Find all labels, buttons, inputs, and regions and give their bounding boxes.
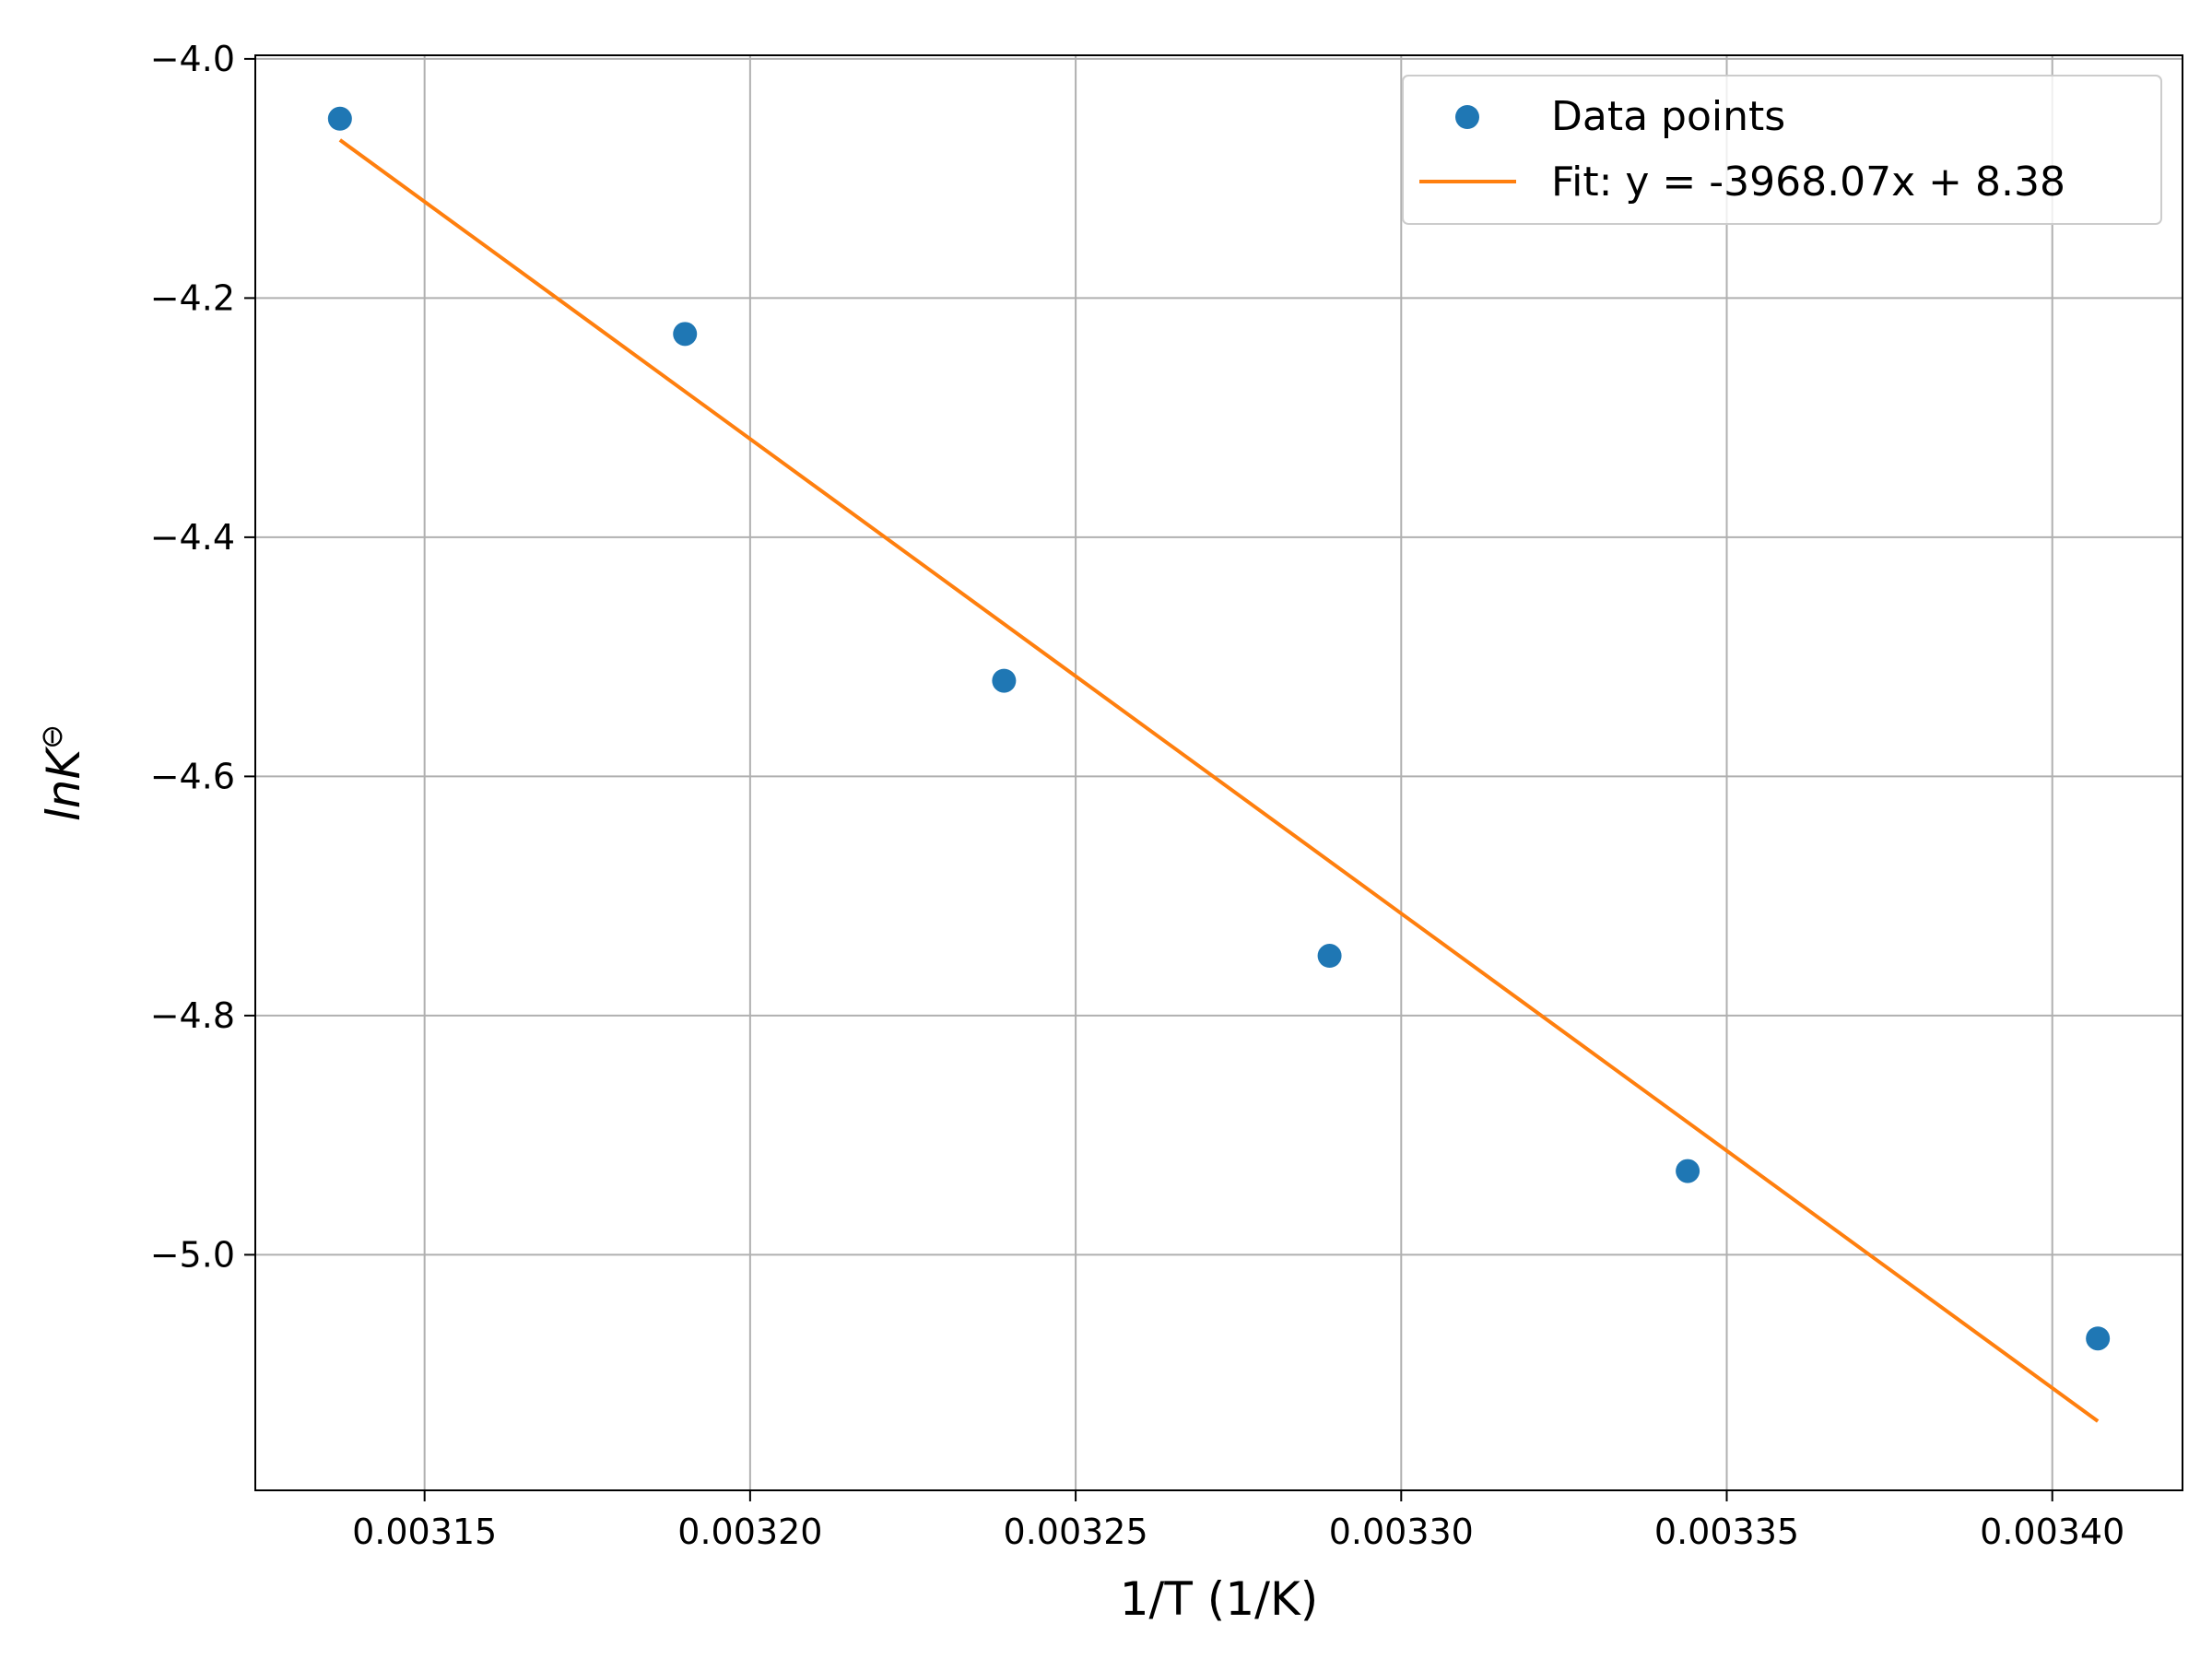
x-tick-label: 0.00325 [1004, 1512, 1148, 1552]
y-tick-label: −5.0 [150, 1234, 235, 1275]
x-tick-label: 0.00315 [352, 1512, 497, 1552]
y-tick-label: −4.0 [150, 39, 235, 79]
legend: Data points Fit: y = -3968.07x + 8.38 [1402, 75, 2162, 225]
data-point [673, 322, 698, 347]
x-tick-label: 0.00330 [1329, 1512, 1474, 1552]
y-axis-label-superscript: ⊖ [34, 724, 69, 749]
x-axis-label: 1/T (1/K) [1120, 1572, 1319, 1626]
x-tick-label: 0.00340 [1980, 1512, 2124, 1552]
data-point [1317, 944, 1342, 969]
x-tick-label: 0.00335 [1654, 1512, 1799, 1552]
legend-label-fit-line: Fit: y = -3968.07x + 8.38 [1551, 159, 2065, 206]
plot-frame [254, 54, 2183, 1491]
data-point [327, 106, 352, 131]
data-point [992, 668, 1017, 693]
fit-line [338, 138, 2100, 1423]
legend-label-data-points: Data points [1551, 93, 1785, 140]
y-axis-label: lnK⊖ [34, 724, 90, 821]
tick-layer: 0.00315 0.00320 0.00325 0.00330 0.00335 0.003… [150, 39, 2125, 1552]
y-tick-label: −4.2 [150, 277, 235, 318]
y-tick-label: −4.6 [150, 756, 235, 796]
y-tick-label: −4.8 [150, 995, 235, 1036]
grid-layer [255, 55, 2183, 1490]
y-tick-label: −4.4 [150, 517, 235, 558]
series-layer [327, 106, 2111, 1423]
data-point [1676, 1159, 1700, 1183]
y-axis-label-base: lnK [37, 746, 90, 822]
data-point [2086, 1326, 2111, 1351]
legend-box [1402, 75, 2162, 225]
x-tick-label: 0.00320 [677, 1512, 822, 1552]
legend-marker-data-points [1455, 105, 1479, 129]
